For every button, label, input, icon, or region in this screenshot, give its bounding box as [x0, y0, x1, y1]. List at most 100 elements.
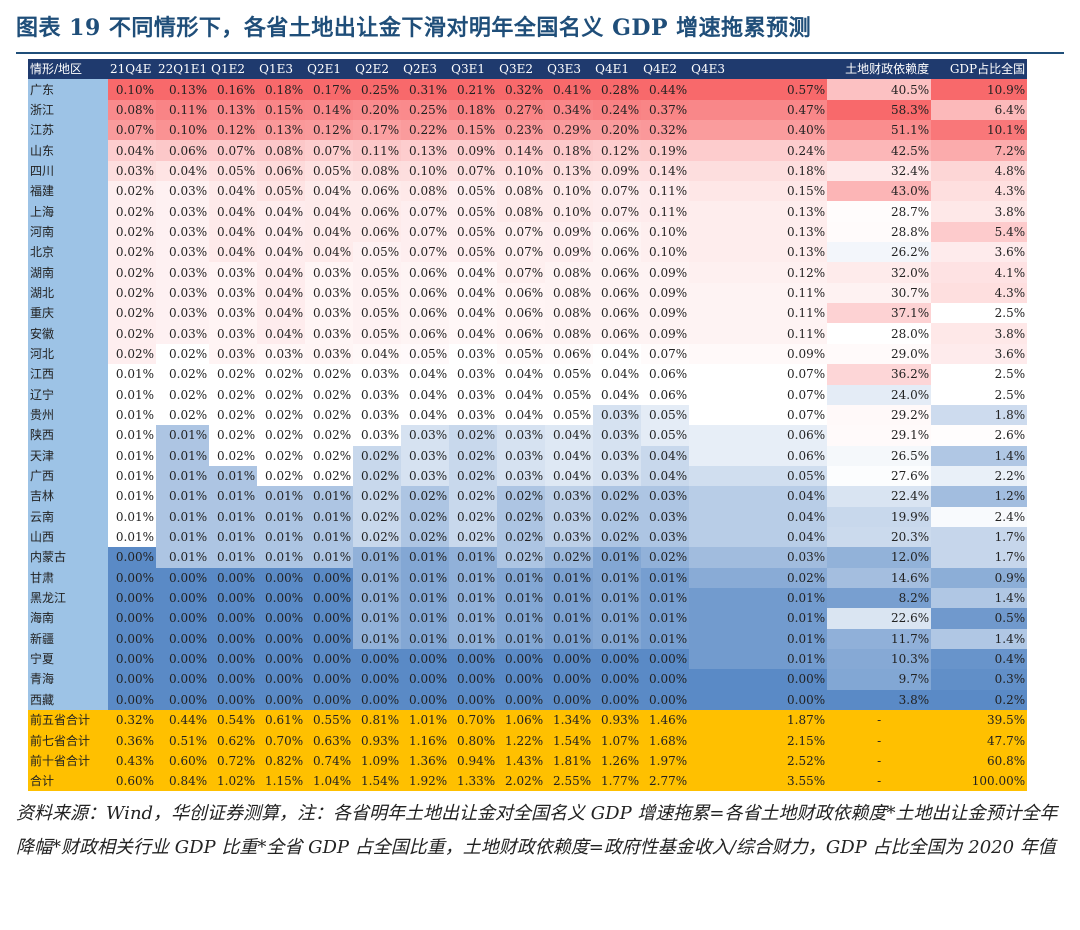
totals-cell: 1.54%	[545, 730, 594, 751]
value-cell: 0.25%	[401, 99, 450, 121]
value-cell: 0.09%	[545, 221, 594, 243]
value-cell: 0.41%	[545, 79, 594, 100]
value-cell: 0.02%	[353, 445, 402, 466]
value-cell: 0.01%	[689, 648, 828, 670]
value-cell: 0.05%	[545, 384, 594, 405]
value-cell: 0.04%	[209, 181, 258, 202]
province-label: 贵州	[28, 404, 108, 426]
value-cell: 0.02%	[401, 486, 450, 507]
value-cell: 0.00%	[689, 689, 828, 710]
value-cell: 0.01%	[497, 608, 546, 629]
value-cell: 0.03%	[305, 303, 354, 324]
table-row: 河北 0.02% 0.02% 0.03% 0.03% 0.03% 0.04% 0.05% 0.0…	[28, 343, 1028, 365]
value-cell: 0.04%	[497, 364, 546, 385]
value-cell: 0.37%	[641, 99, 690, 121]
value-cell: 0.04%	[401, 404, 450, 426]
value-cell: 0.00%	[593, 669, 642, 690]
province-label: 广东	[28, 79, 108, 100]
totals-cell: 0.54%	[209, 710, 258, 731]
value-cell: 0.02%	[593, 506, 642, 527]
dependence-cell: 3.8%	[827, 689, 932, 710]
province-label: 宁夏	[28, 648, 108, 670]
value-cell: 0.02%	[353, 486, 402, 507]
value-cell: 0.17%	[305, 79, 354, 100]
table-row: 吉林 0.01% 0.01% 0.01% 0.01% 0.01% 0.02% 0.02% 0.0…	[28, 486, 1028, 507]
value-cell: 0.02%	[305, 384, 354, 405]
value-cell: 0.09%	[449, 140, 498, 161]
value-cell: 0.01%	[156, 526, 210, 548]
totals-cell: 0.43%	[108, 750, 156, 772]
value-cell: 0.04%	[305, 242, 354, 263]
value-cell: 0.13%	[689, 242, 828, 263]
totals-cell: 0.63%	[305, 730, 354, 751]
dependence-cell: 9.7%	[827, 669, 932, 690]
province-label: 福建	[28, 181, 108, 202]
value-cell: 0.18%	[689, 160, 828, 182]
value-cell: 0.02%	[305, 425, 354, 446]
gdp-share-cell: 0.2%	[931, 689, 1028, 710]
value-cell: 0.24%	[689, 140, 828, 161]
value-cell: 0.01%	[156, 425, 210, 446]
value-cell: 0.08%	[545, 262, 594, 283]
value-cell: 0.01%	[401, 628, 450, 649]
value-cell: 0.05%	[641, 425, 690, 446]
value-cell: 0.06%	[689, 445, 828, 466]
value-cell: 0.00%	[156, 689, 210, 710]
value-cell: 0.02%	[156, 384, 210, 405]
totals-cell: 1.36%	[401, 750, 450, 772]
value-cell: 0.13%	[689, 201, 828, 222]
value-cell: 0.13%	[209, 99, 258, 121]
value-cell: 0.00%	[401, 669, 450, 690]
value-cell: 0.04%	[689, 506, 828, 527]
value-cell: 0.13%	[257, 120, 306, 141]
value-cell: 0.03%	[353, 364, 402, 385]
value-cell: 0.03%	[497, 465, 546, 487]
value-cell: 0.04%	[545, 445, 594, 466]
value-cell: 0.00%	[209, 567, 258, 588]
table-row: 海南 0.00% 0.00% 0.00% 0.00% 0.00% 0.01% 0.01% 0.0…	[28, 608, 1028, 629]
value-cell: 0.01%	[593, 547, 642, 568]
value-cell: 0.00%	[305, 567, 354, 588]
totals-cell: -	[827, 750, 932, 772]
value-cell: 0.05%	[401, 343, 450, 365]
value-cell: 0.01%	[108, 425, 156, 446]
province-label: 浙江	[28, 99, 108, 121]
value-cell: 0.00%	[497, 669, 546, 690]
value-cell: 0.02%	[449, 445, 498, 466]
value-cell: 0.01%	[593, 608, 642, 629]
value-cell: 0.02%	[156, 364, 210, 385]
value-cell: 0.01%	[689, 608, 828, 629]
value-cell: 0.01%	[401, 587, 450, 609]
column-header: Q2E2	[353, 59, 402, 80]
dependence-cell: 8.2%	[827, 587, 932, 609]
totals-cell: 1.54%	[353, 771, 402, 792]
value-cell: 0.02%	[353, 506, 402, 527]
value-cell: 0.02%	[497, 547, 546, 568]
value-cell: 0.11%	[156, 99, 210, 121]
value-cell: 0.03%	[449, 343, 498, 365]
column-header: Q1E3	[257, 59, 306, 80]
totals-cell: 1.09%	[353, 750, 402, 772]
gdp-share-cell: 3.6%	[931, 242, 1028, 263]
value-cell: 0.09%	[641, 303, 690, 324]
totals-cell: 1.68%	[641, 730, 690, 751]
dependence-cell: 26.5%	[827, 445, 932, 466]
dependence-cell: 11.7%	[827, 628, 932, 649]
value-cell: 0.01%	[497, 587, 546, 609]
value-cell: 0.02%	[449, 465, 498, 487]
dependence-cell: 10.3%	[827, 648, 932, 670]
value-cell: 0.10%	[108, 79, 156, 100]
value-cell: 0.07%	[641, 343, 690, 365]
value-cell: 0.03%	[156, 303, 210, 324]
value-cell: 0.01%	[353, 608, 402, 629]
table-row: 贵州 0.01% 0.02% 0.02% 0.02% 0.02% 0.03% 0.04% 0.0…	[28, 404, 1028, 426]
totals-cell: 1.87%	[689, 710, 828, 731]
value-cell: 0.03%	[156, 181, 210, 202]
table-row: 湖北 0.02% 0.03% 0.03% 0.04% 0.03% 0.05% 0.06% 0.0…	[28, 282, 1028, 304]
column-header: Q2E3	[401, 59, 450, 80]
gdp-share-cell: 0.5%	[931, 608, 1028, 629]
totals-cell: 0.60%	[156, 750, 210, 772]
totals-cell: 1.06%	[497, 710, 546, 731]
value-cell: 0.06%	[156, 140, 210, 161]
value-cell: 0.03%	[497, 445, 546, 466]
